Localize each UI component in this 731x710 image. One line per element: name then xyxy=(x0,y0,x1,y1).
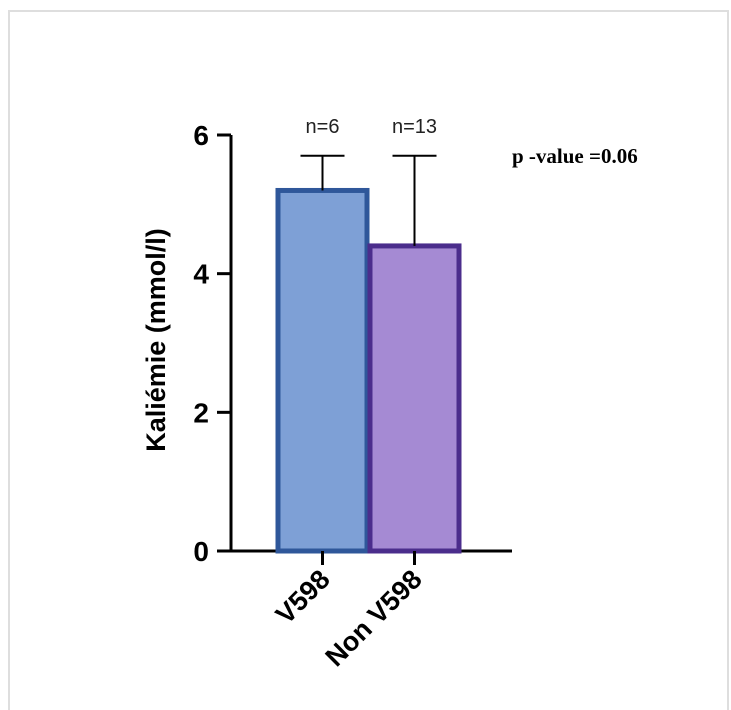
count-label: n=6 xyxy=(306,116,340,138)
y-tick-label: 4 xyxy=(193,259,209,290)
y-tick-label: 6 xyxy=(193,120,209,151)
count-label: n=13 xyxy=(392,116,437,138)
error-bars xyxy=(300,154,437,246)
bar-1 xyxy=(367,243,462,554)
y-ticks: 0 2 4 6 xyxy=(193,120,231,567)
x-tick-label: Non V598 xyxy=(320,564,428,672)
y-tick-label: 2 xyxy=(193,397,209,428)
p-value-annotation: p -value =0.06 xyxy=(512,144,638,168)
bar-0 xyxy=(275,187,370,554)
x-tick-label: V598 xyxy=(270,564,336,630)
bars xyxy=(275,187,462,554)
count-labels: n=6 n=13 xyxy=(306,116,438,138)
y-axis-label: Kaliémie (mmol/l) xyxy=(141,228,171,452)
y-tick-label: 0 xyxy=(193,536,209,567)
